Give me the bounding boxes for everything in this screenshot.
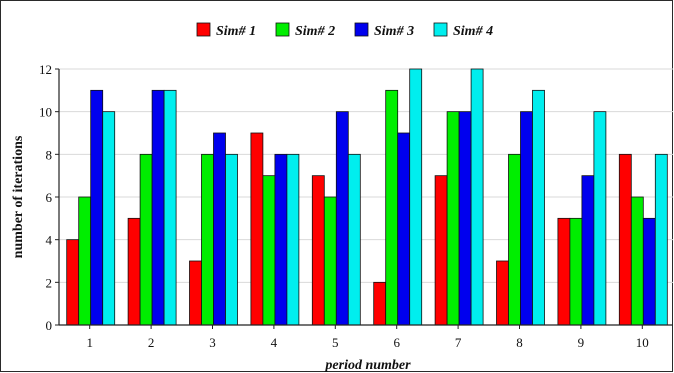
bar [90, 89, 104, 326]
bar [630, 196, 644, 326]
bar [458, 111, 472, 326]
bar [397, 132, 411, 326]
bar [78, 196, 92, 326]
x-tick-labels: 1 2 3 4 5 6 7 8 9 10 [86, 325, 649, 350]
legend-label: Sim# 4 [453, 24, 493, 39]
y-tick-labels: 0 2 4 6 8 10 12 [39, 62, 59, 333]
bar [66, 239, 80, 326]
x-tick-label: 4 [271, 335, 278, 350]
bar [581, 175, 595, 326]
legend-label: Sim# 2 [295, 24, 335, 39]
bar [618, 153, 632, 326]
bar [225, 153, 238, 326]
bar [127, 217, 141, 326]
y-tick-label: 4 [46, 233, 53, 248]
x-tick-label: 9 [578, 335, 585, 350]
bar [373, 281, 387, 326]
y-tick-label: 12 [39, 62, 52, 77]
bar [250, 132, 264, 326]
y-axis-title: number of iterations [11, 135, 26, 258]
bar [262, 175, 276, 326]
bar [642, 217, 656, 326]
bar [520, 111, 533, 326]
bar [163, 89, 177, 326]
x-axis-title: period number [324, 358, 411, 373]
bar [286, 153, 300, 326]
bar [496, 260, 509, 326]
x-tick-label: 7 [455, 335, 462, 350]
x-tick-label: 1 [86, 335, 93, 350]
bar [409, 68, 423, 326]
legend-swatch [275, 22, 290, 37]
bar [213, 132, 226, 326]
bar [102, 111, 116, 326]
bar [434, 175, 448, 326]
bar [151, 89, 165, 326]
y-tick-label: 0 [46, 318, 53, 333]
bar [385, 89, 399, 326]
bar [470, 68, 484, 326]
legend: Sim# 1 Sim# 2 Sim# 3 Sim# 4 [196, 22, 493, 39]
y-tick-label: 10 [39, 105, 52, 120]
bar [593, 111, 607, 326]
legend-label: Sim# 3 [374, 24, 414, 39]
legend-swatch [354, 22, 369, 37]
bar [654, 153, 668, 326]
x-tick-label: 2 [148, 335, 155, 350]
y-tick-label: 8 [46, 147, 53, 162]
x-tick-label: 8 [516, 335, 523, 350]
bar [311, 175, 325, 326]
bar [569, 217, 583, 326]
legend-swatch [196, 22, 211, 37]
bar [323, 196, 337, 326]
bar [557, 217, 571, 326]
x-tick-label: 6 [393, 335, 400, 350]
legend-label: Sim# 1 [216, 24, 256, 39]
legend-swatch [433, 22, 448, 37]
y-tick-label: 6 [46, 190, 53, 205]
bar [189, 260, 202, 326]
bar [446, 111, 460, 326]
bar [201, 153, 214, 326]
bar [347, 153, 361, 326]
y-tick-label: 2 [46, 275, 53, 290]
bar [508, 153, 521, 326]
bars [66, 68, 668, 326]
x-tick-label: 5 [332, 335, 339, 350]
x-tick-label: 3 [209, 335, 216, 350]
bar [335, 111, 349, 326]
bar [532, 89, 545, 326]
x-tick-label: 10 [636, 335, 649, 350]
bar [274, 153, 288, 326]
bar [139, 153, 153, 326]
